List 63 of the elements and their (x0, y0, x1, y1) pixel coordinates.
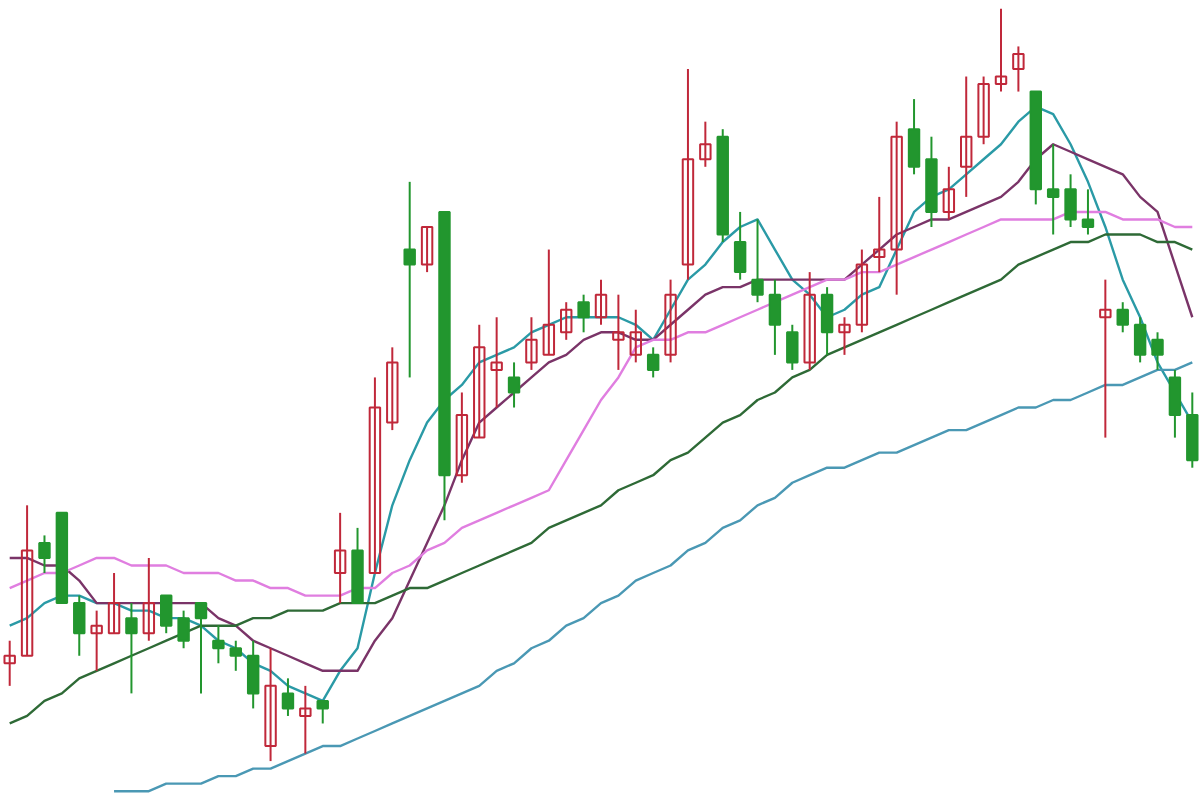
candlestick (890, 120, 903, 296)
candlestick (977, 75, 990, 146)
candlestick (960, 75, 973, 198)
candlestick (907, 98, 921, 176)
candlestick (3, 639, 16, 687)
candlestick (194, 602, 208, 695)
candlestick (1186, 391, 1199, 469)
candlestick (768, 278, 782, 356)
candlestick (699, 120, 712, 168)
candlestick (1151, 331, 1164, 371)
candlestick (542, 248, 556, 356)
candlestick (368, 376, 382, 575)
candlestick (994, 7, 1008, 93)
candlestick (420, 225, 434, 274)
candlestick (612, 293, 625, 371)
candlestick (490, 316, 503, 409)
candlestick (212, 624, 225, 665)
candlestick (73, 594, 86, 657)
candlestick (316, 699, 329, 725)
candlestick (229, 639, 242, 672)
candlestick (1046, 143, 1060, 236)
candlestick (264, 647, 277, 763)
candlestick (664, 278, 677, 364)
candlestick (733, 210, 747, 281)
candlestick (177, 609, 190, 650)
candlestick (855, 248, 869, 334)
candlestick (646, 346, 660, 379)
candlestick (1099, 278, 1112, 439)
candlestick (681, 68, 695, 281)
candlestick (1133, 316, 1147, 364)
candlestick (1081, 188, 1095, 236)
candlestick (577, 293, 590, 334)
candlestick (403, 180, 416, 379)
candlestick (246, 639, 260, 710)
candlestick (90, 609, 103, 672)
candlestick (333, 511, 347, 605)
candlestick (281, 677, 295, 717)
candlestick (20, 504, 34, 657)
candlestick (1064, 173, 1077, 228)
candlestick (38, 534, 51, 575)
candlestick (751, 218, 764, 304)
candlestick (873, 195, 886, 274)
candlestick (525, 316, 538, 371)
candlestick (838, 316, 851, 356)
candlestick (786, 323, 799, 371)
candlestick (160, 594, 173, 635)
candlestick (507, 361, 521, 409)
candlestick (299, 684, 312, 755)
candlestick (942, 165, 956, 221)
candlestick (473, 323, 486, 439)
candlestick (629, 308, 642, 364)
candlestick (1168, 368, 1182, 439)
candlestick (803, 271, 816, 371)
candlestick (125, 602, 138, 695)
candlestick (1116, 301, 1129, 334)
candlestick (107, 572, 121, 635)
candlestick (386, 346, 399, 432)
candlestick (594, 278, 608, 326)
candlestick (820, 286, 834, 356)
candlestick (560, 301, 573, 341)
candlestick (455, 391, 469, 484)
candlestick (1012, 45, 1025, 93)
candlestick (142, 556, 156, 642)
